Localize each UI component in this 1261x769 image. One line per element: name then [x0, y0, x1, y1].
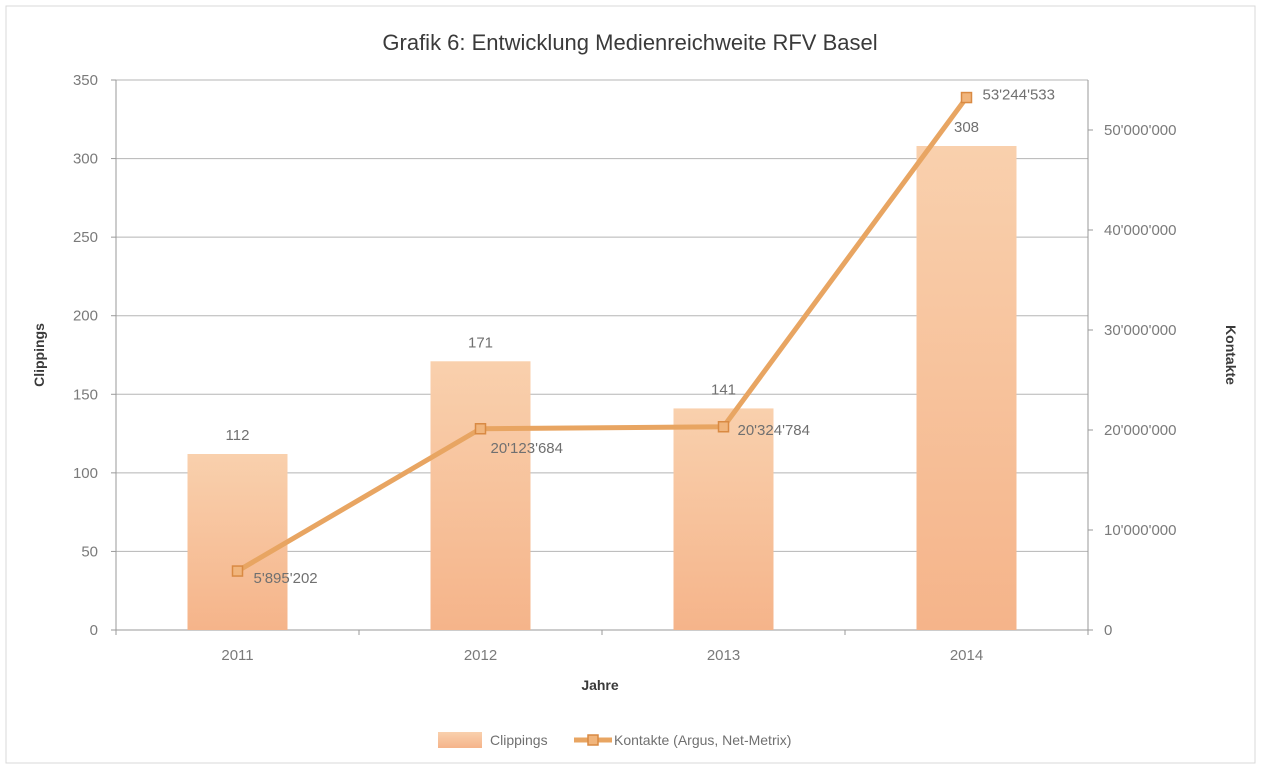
kontakte-point-2014	[960, 91, 973, 104]
y-tick-label: 300	[73, 151, 98, 168]
bar-value-label: 141	[711, 381, 736, 398]
axes: 0 50 100 150 200 250 300 350 0 10'000'000 20'000'0…	[73, 72, 1177, 664]
legend-swatch-kontakte-marker	[587, 734, 599, 746]
y2-tick-label: 40'000'000	[1104, 222, 1176, 239]
y-tick-label: 200	[73, 308, 98, 325]
bar-value-label: 171	[468, 334, 493, 351]
chart-title: Grafik 6: Entwicklung Medienreichweite R…	[382, 30, 877, 55]
y-tick-label: 250	[73, 229, 98, 246]
chart-frame	[5, 5, 1256, 764]
kontakte-point-2011	[231, 565, 244, 577]
kontakte-point-2013	[717, 421, 730, 433]
y-axis-title: Clippings	[31, 323, 47, 387]
line-value-label: 20'324'784	[738, 422, 810, 439]
y2-tick-label: 50'000'000	[1104, 122, 1176, 139]
y-tick-label: 50	[81, 543, 98, 560]
legend-label-kontakte: Kontakte (Argus, Net-Metrix)	[614, 732, 791, 748]
line-value-label: 53'244'533	[983, 87, 1055, 104]
x-tick-label: 2014	[950, 647, 983, 664]
bar-2011	[187, 454, 288, 630]
y-tick-label: 100	[73, 465, 98, 482]
y2-tick-label: 30'000'000	[1104, 322, 1176, 339]
legend-label-clippings: Clippings	[490, 732, 548, 748]
kontakte-line	[235, 95, 969, 574]
legend-swatch-clippings	[438, 732, 482, 748]
line-series-kontakte	[231, 91, 973, 577]
bar-value-label: 112	[226, 427, 250, 444]
x-tick-label: 2013	[707, 647, 740, 664]
line-value-label: 20'123'684	[491, 440, 563, 457]
legend: Clippings Kontakte (Argus, Net-Metrix)	[438, 732, 791, 748]
bar-2012	[430, 361, 531, 630]
bar-2013	[673, 408, 774, 630]
bar-series-clippings	[187, 146, 1017, 630]
y2-axis-title: Kontakte	[1223, 325, 1239, 385]
bar-value-label: 308	[954, 119, 979, 136]
y2-tick-label: 20'000'000	[1104, 422, 1176, 439]
kontakte-point-2012	[474, 423, 487, 435]
y2-tick-label: 10'000'000	[1104, 522, 1176, 539]
data-labels: 112 171 141 308 5'895'202 20'123'684 20'324'78…	[226, 87, 1055, 587]
x-tick-label: 2011	[221, 647, 253, 664]
x-tick-label: 2012	[464, 647, 497, 664]
bar-2014	[916, 146, 1017, 630]
y-tick-label: 0	[90, 622, 98, 639]
y-tick-label: 150	[73, 386, 98, 403]
line-value-label: 5'895'202	[254, 570, 318, 587]
x-axis-title: Jahre	[581, 677, 619, 693]
y-tick-label: 350	[73, 72, 98, 89]
y2-tick-label: 0	[1104, 622, 1112, 639]
